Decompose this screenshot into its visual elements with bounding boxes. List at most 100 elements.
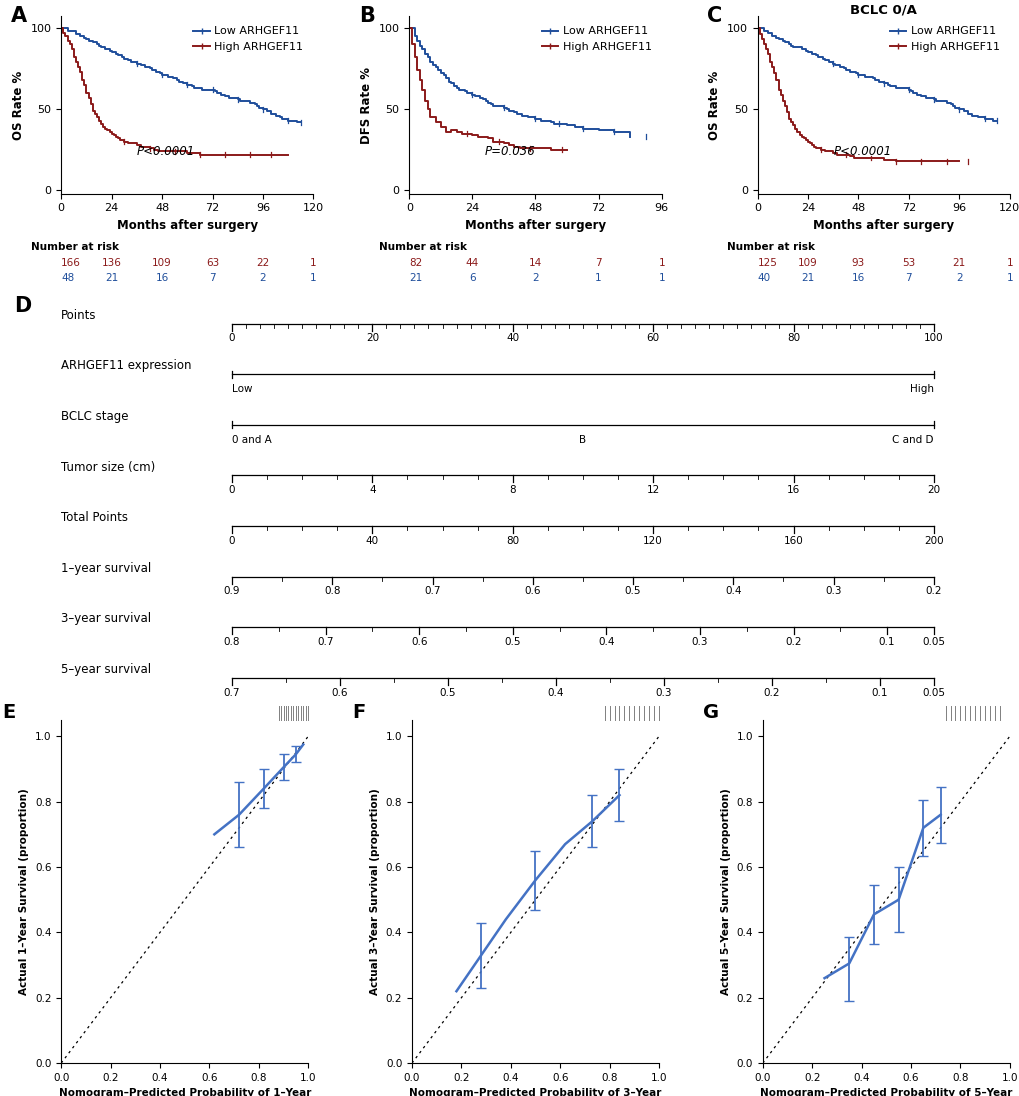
Legend: Low ARHGEF11, High ARHGEF11: Low ARHGEF11, High ARHGEF11 <box>189 22 308 56</box>
Text: 2: 2 <box>532 273 538 284</box>
Text: G: G <box>703 703 718 722</box>
Text: 21: 21 <box>801 273 814 284</box>
Text: 0: 0 <box>228 486 235 495</box>
Text: C: C <box>706 5 721 26</box>
X-axis label: Nomogram–Predicted Probability of 1–Year: Nomogram–Predicted Probability of 1–Year <box>58 1088 311 1096</box>
Text: High: High <box>909 384 933 393</box>
X-axis label: Months after surgery: Months after surgery <box>812 219 954 232</box>
Text: 0.3: 0.3 <box>655 687 672 697</box>
Text: 0.6: 0.6 <box>331 687 347 697</box>
Text: 80: 80 <box>787 333 799 343</box>
Text: 0.1: 0.1 <box>871 687 888 697</box>
Title: BCLC 0/A: BCLC 0/A <box>850 3 916 16</box>
Text: 0.6: 0.6 <box>524 586 540 596</box>
Text: 53: 53 <box>902 258 915 267</box>
Legend: Low ARHGEF11, High ARHGEF11: Low ARHGEF11, High ARHGEF11 <box>537 22 655 56</box>
Text: 0.9: 0.9 <box>223 586 239 596</box>
Text: 21: 21 <box>409 273 422 284</box>
Text: 12: 12 <box>646 486 659 495</box>
Text: Number at risk: Number at risk <box>31 242 119 252</box>
Text: 2: 2 <box>260 273 266 284</box>
Text: 1: 1 <box>595 273 601 284</box>
Text: 0.3: 0.3 <box>691 637 707 647</box>
Text: 109: 109 <box>797 258 817 267</box>
X-axis label: Nomogram–Predicted Probability of 5–Year: Nomogram–Predicted Probability of 5–Year <box>759 1088 1012 1096</box>
Text: 63: 63 <box>206 258 219 267</box>
Text: 6: 6 <box>469 273 475 284</box>
Text: 60: 60 <box>646 333 659 343</box>
Text: B: B <box>579 435 586 445</box>
Text: 14: 14 <box>529 258 541 267</box>
Text: 1: 1 <box>1006 258 1012 267</box>
Text: E: E <box>2 703 15 722</box>
Text: 4: 4 <box>369 486 375 495</box>
Text: 16: 16 <box>155 273 168 284</box>
Legend: Low ARHGEF11, High ARHGEF11: Low ARHGEF11, High ARHGEF11 <box>884 22 1004 56</box>
Y-axis label: OS Rate %: OS Rate % <box>12 70 24 139</box>
Text: BCLC stage: BCLC stage <box>61 410 128 423</box>
Text: 0.8: 0.8 <box>223 637 239 647</box>
Text: 0.05: 0.05 <box>921 687 945 697</box>
Text: 7: 7 <box>905 273 911 284</box>
Text: 48: 48 <box>61 273 74 284</box>
Text: 1: 1 <box>657 258 664 267</box>
Text: 100: 100 <box>923 333 943 343</box>
Text: 166: 166 <box>61 258 81 267</box>
Y-axis label: Actual 5–Year Survival (proportion): Actual 5–Year Survival (proportion) <box>720 788 731 995</box>
Text: 3–year survival: 3–year survival <box>61 613 151 626</box>
Text: 0.4: 0.4 <box>547 687 564 697</box>
Text: 0: 0 <box>228 333 235 343</box>
Text: 0.4: 0.4 <box>597 637 614 647</box>
Text: 1–year survival: 1–year survival <box>61 562 151 574</box>
Text: B: B <box>359 5 374 26</box>
Text: ARHGEF11 expression: ARHGEF11 expression <box>61 359 192 373</box>
X-axis label: Months after surgery: Months after surgery <box>465 219 605 232</box>
Text: A: A <box>11 5 26 26</box>
Text: 20: 20 <box>366 333 378 343</box>
Text: Points: Points <box>61 309 97 322</box>
Text: 109: 109 <box>152 258 172 267</box>
X-axis label: Months after surgery: Months after surgery <box>116 219 258 232</box>
Text: 160: 160 <box>783 536 803 546</box>
Text: 20: 20 <box>926 486 940 495</box>
Text: 1: 1 <box>1006 273 1012 284</box>
Text: Total Points: Total Points <box>61 511 128 524</box>
Text: Low: Low <box>231 384 252 393</box>
Text: 0.2: 0.2 <box>763 687 780 697</box>
Text: 1: 1 <box>657 273 664 284</box>
Text: 21: 21 <box>105 273 118 284</box>
Text: 0.1: 0.1 <box>878 637 895 647</box>
Text: 40: 40 <box>505 333 519 343</box>
Text: 8: 8 <box>508 486 516 495</box>
Y-axis label: Actual 1–Year Survival (proportion): Actual 1–Year Survival (proportion) <box>19 788 30 995</box>
Text: 0.6: 0.6 <box>411 637 427 647</box>
Text: Number at risk: Number at risk <box>379 242 467 252</box>
Text: 40: 40 <box>366 536 378 546</box>
Text: 0 and A: 0 and A <box>231 435 271 445</box>
Text: 0.2: 0.2 <box>785 637 801 647</box>
Text: 0.7: 0.7 <box>424 586 440 596</box>
Text: F: F <box>353 703 366 722</box>
Text: 0.7: 0.7 <box>317 637 333 647</box>
Text: 0.05: 0.05 <box>921 637 945 647</box>
Text: P<0.0001: P<0.0001 <box>833 145 891 158</box>
Text: 7: 7 <box>209 273 216 284</box>
Text: 22: 22 <box>256 258 269 267</box>
Text: C and D: C and D <box>892 435 933 445</box>
Text: 200: 200 <box>923 536 943 546</box>
Text: D: D <box>13 296 31 317</box>
Text: 120: 120 <box>643 536 662 546</box>
Text: 16: 16 <box>851 273 864 284</box>
Y-axis label: OS Rate %: OS Rate % <box>707 70 720 139</box>
Text: 0: 0 <box>228 536 235 546</box>
Text: Number at risk: Number at risk <box>727 242 814 252</box>
Text: 82: 82 <box>409 258 422 267</box>
Text: 136: 136 <box>102 258 121 267</box>
Y-axis label: Actual 3–Year Survival (proportion): Actual 3–Year Survival (proportion) <box>370 788 380 995</box>
Text: 1: 1 <box>310 258 317 267</box>
Text: 0.8: 0.8 <box>324 586 340 596</box>
Text: 0.5: 0.5 <box>625 586 641 596</box>
Text: 0.2: 0.2 <box>925 586 942 596</box>
Y-axis label: DFS Rate %: DFS Rate % <box>360 67 373 144</box>
Text: 1: 1 <box>310 273 317 284</box>
